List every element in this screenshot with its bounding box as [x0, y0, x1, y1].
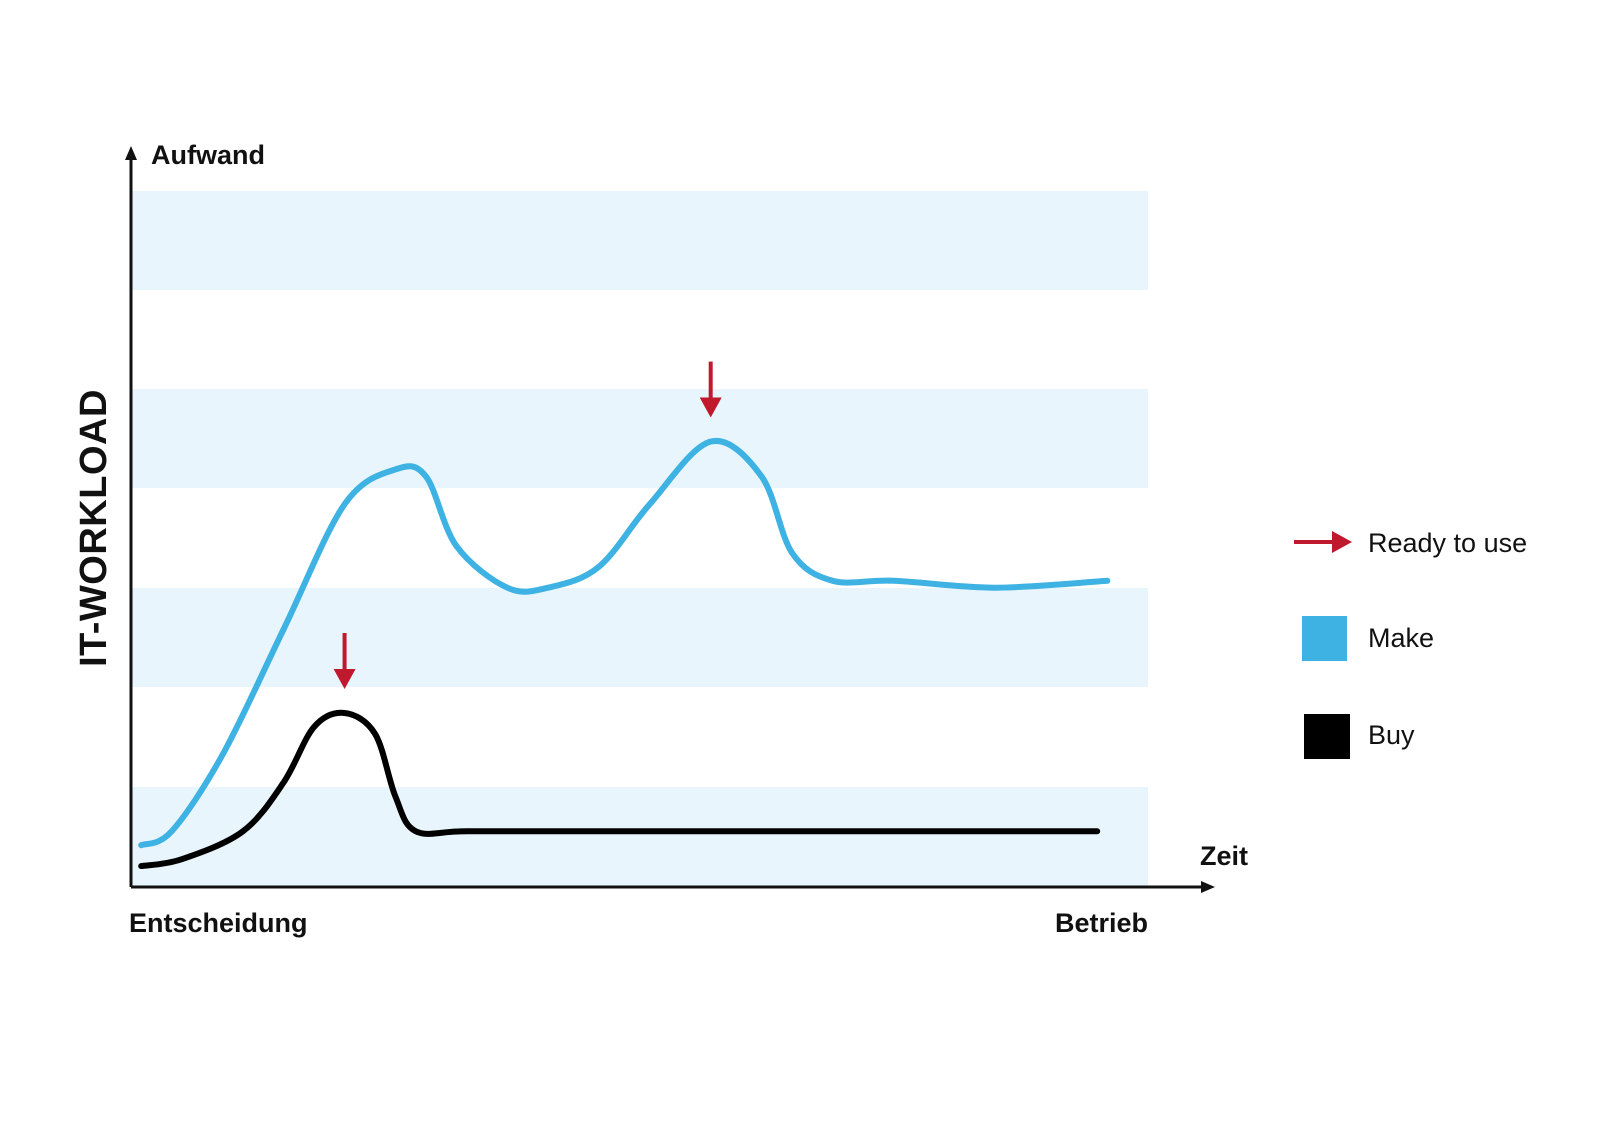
buy-swatch-icon	[1304, 714, 1350, 759]
make-swatch-icon	[1302, 616, 1347, 661]
band-3	[131, 588, 1148, 687]
ready-markers	[333, 361, 722, 689]
legend-label-make: Make	[1368, 623, 1434, 653]
x-axis-arrow-icon	[1201, 881, 1215, 893]
band-2	[131, 389, 1148, 488]
series-line-make	[138, 437, 1111, 849]
ready-marker-buy	[333, 633, 356, 689]
band-4	[131, 787, 1148, 887]
ready-arrow-down-icon	[333, 669, 356, 689]
series-line-buy	[138, 709, 1101, 870]
y-axis-arrow-icon	[125, 146, 137, 160]
legend-label-buy: Buy	[1368, 720, 1415, 750]
x-start-label: Entscheidung	[129, 908, 308, 938]
axes	[125, 146, 1215, 893]
legend-item-ready: Ready to use	[1294, 528, 1527, 558]
series-layer	[138, 437, 1111, 870]
ready-arrow-icon	[1332, 531, 1352, 553]
x-axis-title: Zeit	[1200, 841, 1248, 871]
legend-item-buy: Buy	[1304, 714, 1415, 759]
legend-item-make: Make	[1302, 616, 1434, 661]
ready-arrow-down-icon	[699, 397, 722, 418]
legend-label-ready: Ready to use	[1368, 528, 1527, 558]
background-bands	[131, 191, 1148, 887]
y-axis-label: IT-WORKLOAD	[73, 389, 115, 667]
y-axis-title: Aufwand	[151, 140, 265, 170]
band-1	[131, 191, 1148, 290]
legend: Ready to use Make Buy	[1294, 528, 1527, 759]
ready-marker-make	[699, 361, 722, 418]
x-end-label: Betrieb	[1055, 908, 1148, 938]
